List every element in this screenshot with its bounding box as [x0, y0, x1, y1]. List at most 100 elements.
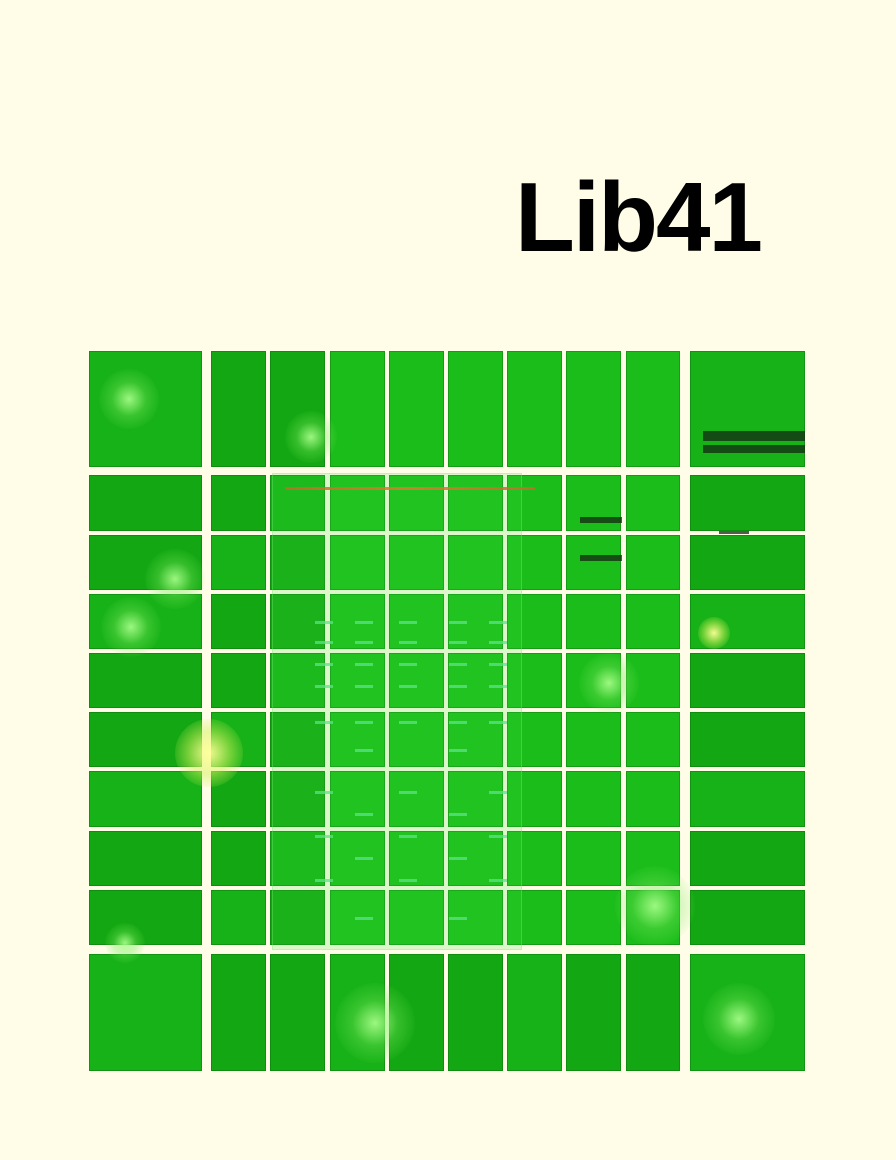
tile: [690, 771, 805, 827]
tile: [389, 954, 444, 1071]
tile: [89, 653, 202, 708]
well-mark: [449, 641, 467, 644]
well-mark: [489, 835, 507, 838]
tile: [211, 890, 266, 945]
well-mark: [489, 641, 507, 644]
tile: [211, 712, 266, 767]
tile: [89, 954, 202, 1071]
tile: [330, 475, 385, 531]
well-mark: [449, 663, 467, 666]
tile: [270, 771, 325, 827]
tile: [89, 475, 202, 531]
tile: [626, 890, 680, 945]
tile: [690, 712, 805, 767]
tile: [89, 535, 202, 590]
well-mark: [355, 641, 373, 644]
tile: [270, 475, 325, 531]
well-mark: [315, 791, 333, 794]
tile: [690, 890, 805, 945]
dark-band: [580, 555, 622, 561]
tile: [566, 653, 621, 708]
tile-grid: [89, 351, 805, 1071]
tile: [89, 771, 202, 827]
tile: [566, 351, 621, 467]
well-mark: [489, 879, 507, 882]
tile: [566, 594, 621, 649]
red-stripe: [285, 487, 535, 490]
tile: [270, 535, 325, 590]
tile: [507, 475, 562, 531]
well-mark: [489, 791, 507, 794]
tile: [89, 712, 202, 767]
well-mark: [399, 835, 417, 838]
well-mark: [315, 685, 333, 688]
tile: [211, 954, 266, 1071]
tile: [566, 831, 621, 886]
tile: [448, 535, 503, 590]
well-mark: [449, 813, 467, 816]
well-mark: [489, 663, 507, 666]
well-mark: [355, 917, 373, 920]
tile: [626, 594, 680, 649]
well-mark: [449, 621, 467, 624]
tile: [507, 954, 562, 1071]
tile: [211, 351, 266, 467]
well-mark: [449, 917, 467, 920]
tile: [89, 890, 202, 945]
well-mark: [315, 879, 333, 882]
tile: [566, 954, 621, 1071]
tile: [211, 653, 266, 708]
well-mark: [489, 621, 507, 624]
well-mark: [489, 685, 507, 688]
tile: [626, 712, 680, 767]
well-mark: [315, 621, 333, 624]
tile: [389, 535, 444, 590]
tile: [211, 535, 266, 590]
tile: [270, 653, 325, 708]
tile: [507, 771, 562, 827]
tile: [389, 890, 444, 945]
tile: [690, 954, 805, 1071]
tile: [389, 653, 444, 708]
tile: [89, 831, 202, 886]
tile: [626, 954, 680, 1071]
tile: [448, 475, 503, 531]
tile: [566, 712, 621, 767]
tile: [626, 831, 680, 886]
tile: [566, 535, 621, 590]
title-text: Lib41: [515, 162, 763, 272]
well-mark: [449, 721, 467, 724]
tile: [566, 771, 621, 827]
tile: [270, 954, 325, 1071]
dark-band: [703, 445, 805, 453]
well-mark: [399, 721, 417, 724]
well-mark: [315, 663, 333, 666]
tile: [389, 831, 444, 886]
tile: [626, 653, 680, 708]
well-mark: [355, 663, 373, 666]
tile: [507, 831, 562, 886]
well-mark: [489, 721, 507, 724]
well-mark: [355, 813, 373, 816]
tile: [270, 890, 325, 945]
tile: [626, 351, 680, 467]
tile: [507, 351, 562, 467]
tile: [448, 653, 503, 708]
dark-band: [703, 431, 805, 441]
well-mark: [399, 621, 417, 624]
tile: [389, 351, 444, 467]
well-mark: [355, 621, 373, 624]
dark-band: [580, 517, 622, 523]
tile: [690, 535, 805, 590]
well-mark: [355, 685, 373, 688]
tile: [389, 475, 444, 531]
tile: [270, 351, 325, 467]
tile: [330, 771, 385, 827]
tile: [690, 653, 805, 708]
tile: [270, 831, 325, 886]
tile: [507, 712, 562, 767]
tile: [626, 771, 680, 827]
tile: [330, 351, 385, 467]
tile: [507, 890, 562, 945]
well-mark: [399, 685, 417, 688]
